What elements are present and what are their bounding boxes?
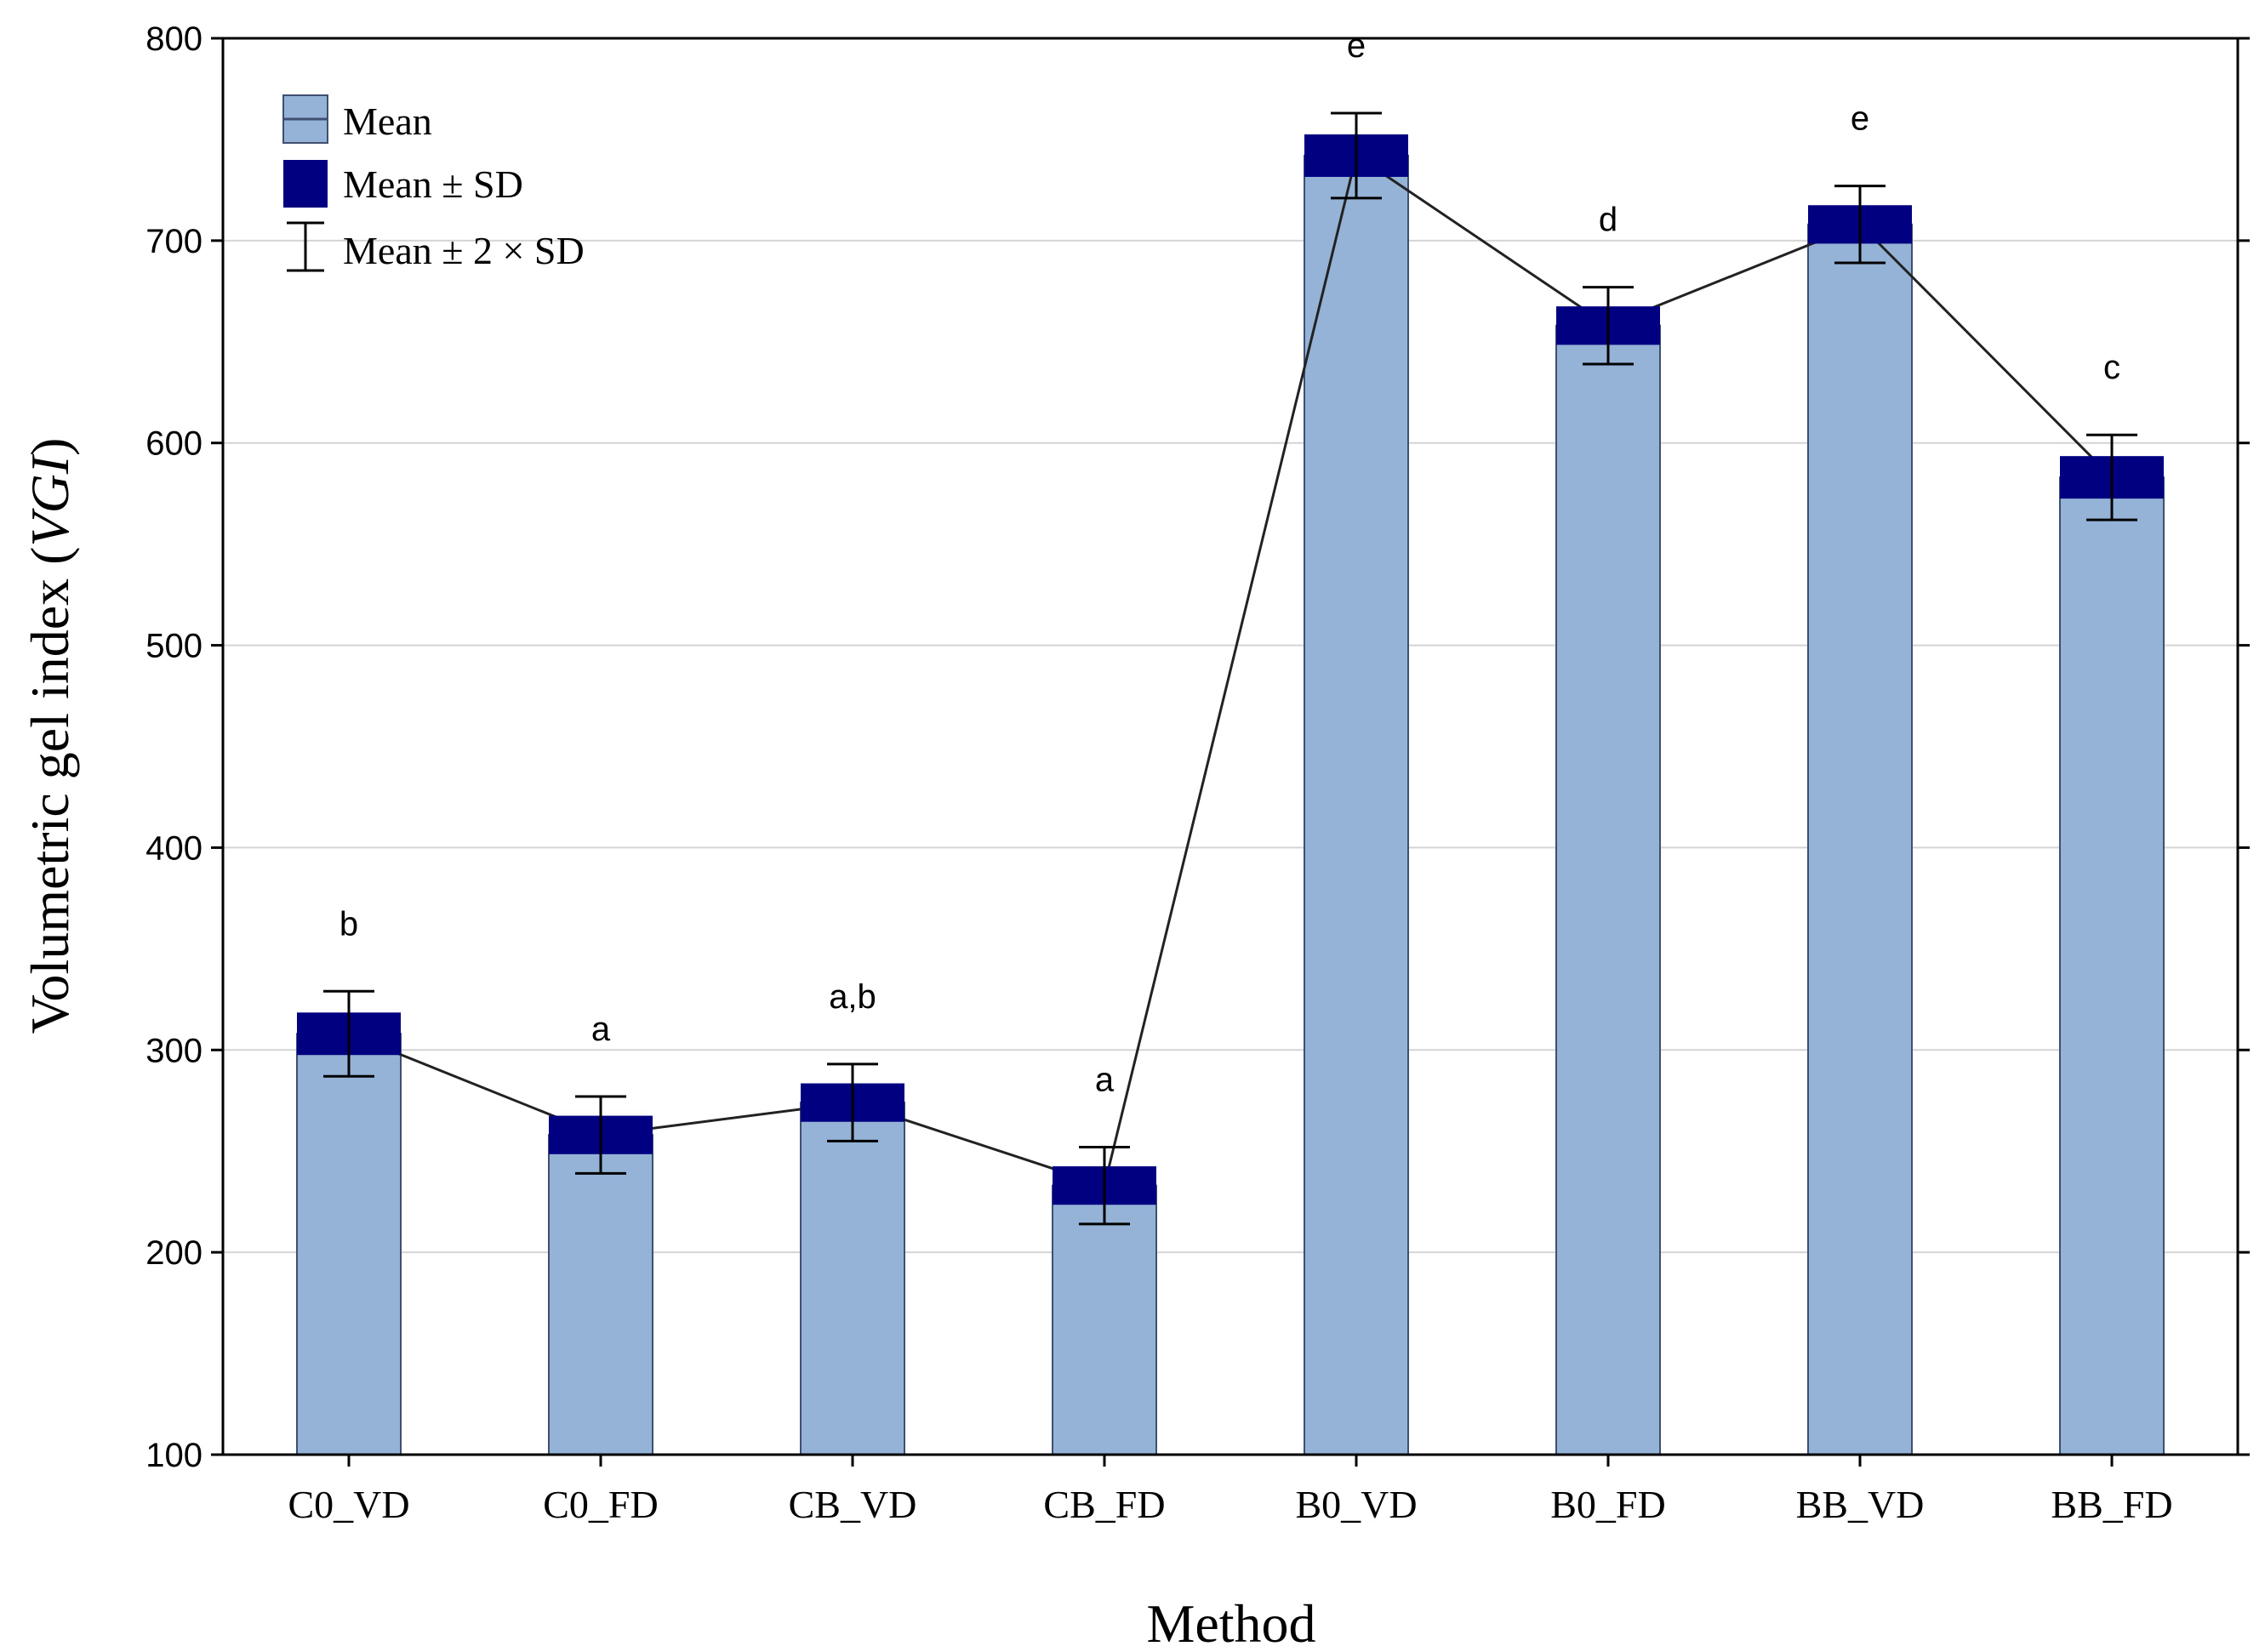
y-tick-label-500: 500 xyxy=(145,628,203,665)
bar-B0_FD xyxy=(1555,324,1661,1455)
bar-C0_FD xyxy=(548,1134,653,1455)
category-label-B0_VD: B0_VD xyxy=(1295,1483,1417,1526)
significance-label-BB_FD: c xyxy=(2103,349,2120,386)
significance-label-CB_FD: a xyxy=(1095,1061,1115,1098)
category-label-BB_FD: BB_FD xyxy=(2051,1483,2172,1526)
category-label-C0_FD: C0_FD xyxy=(543,1483,658,1526)
y-tick-label-600: 600 xyxy=(145,425,203,463)
legend-sd-swatch xyxy=(283,160,328,208)
y-axis-title: Volumetric gel index (VGI) xyxy=(20,438,80,1034)
significance-labels: b a a,b a e d e c xyxy=(339,27,2120,1098)
y-axis-ticks: 100 200 300 400 500 600 700 800 xyxy=(145,20,2250,1474)
legend-sd-label: Mean ± SD xyxy=(343,162,523,206)
category-label-C0_VD: C0_VD xyxy=(288,1483,409,1526)
bar-CB_VD xyxy=(800,1102,905,1455)
significance-label-B0_FD: d xyxy=(1599,202,1617,239)
bar-B0_VD xyxy=(1304,154,1409,1455)
legend-item-sd: Mean ± SD xyxy=(283,160,523,208)
y-axis-title-italic: VGI xyxy=(20,453,80,546)
y-tick-label-300: 300 xyxy=(145,1032,203,1069)
y-tick-label-800: 800 xyxy=(145,20,203,58)
category-label-CB_FD: CB_FD xyxy=(1043,1483,1165,1526)
bar-CB_FD xyxy=(1052,1184,1157,1456)
significance-label-CB_VD: a,b xyxy=(829,978,876,1016)
y-tick-label-100: 100 xyxy=(145,1437,203,1474)
bar-BB_FD xyxy=(2059,476,2165,1455)
gridlines xyxy=(223,239,2238,1254)
y-axis-title-suffix: ) xyxy=(20,438,80,456)
legend-mean-label: Mean xyxy=(343,100,432,143)
x-axis-categories: C0_VD C0_FD CB_VD CB_FD B0_VD B0_FD BB_VD BB_FD xyxy=(288,1455,2173,1526)
significance-label-C0_FD: a xyxy=(591,1011,611,1048)
x-axis-title: Method xyxy=(1146,1593,1315,1652)
error-bars xyxy=(297,111,2164,1226)
y-tick-label-400: 400 xyxy=(145,829,203,867)
y-axis-title-main: Volumetric gel index ( xyxy=(20,547,80,1034)
legend-item-mean: Mean xyxy=(282,94,432,144)
significance-label-BB_VD: e xyxy=(1851,100,1869,138)
significance-label-B0_VD: e xyxy=(1347,27,1366,65)
bar-C0_VD xyxy=(296,1033,402,1456)
plot-frame xyxy=(221,37,2239,1456)
legend-sd2-label: Mean ± 2 × SD xyxy=(343,229,585,272)
y-tick-label-200: 200 xyxy=(145,1234,203,1272)
bar-BB_VD xyxy=(1807,223,1913,1455)
category-label-CB_VD: CB_VD xyxy=(789,1483,917,1526)
legend-item-sd2: Mean ± 2 × SD xyxy=(287,221,585,272)
category-label-B0_FD: B0_FD xyxy=(1550,1483,1665,1526)
y-tick-label-700: 700 xyxy=(145,223,203,260)
legend: Mean Mean ± SD Mean ± 2 × SD xyxy=(282,94,585,272)
category-label-BB_VD: BB_VD xyxy=(1796,1483,1925,1526)
bars xyxy=(296,154,2165,1456)
significance-label-C0_VD: b xyxy=(339,905,358,943)
